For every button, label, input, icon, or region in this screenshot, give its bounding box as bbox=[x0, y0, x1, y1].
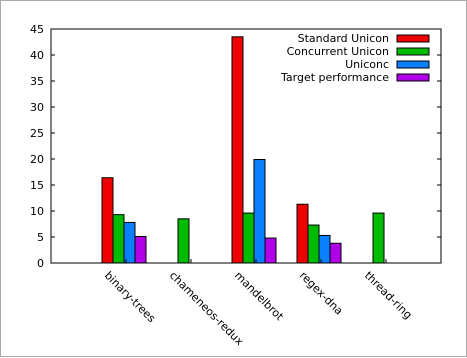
bar-target-performance-regex-dna bbox=[329, 242, 342, 264]
legend-swatch bbox=[396, 34, 430, 43]
bar-target-performance-mandelbrot bbox=[264, 237, 277, 264]
x-category-label: thread-ring bbox=[362, 269, 415, 322]
bars bbox=[101, 36, 385, 264]
legend-label: Concurrent Unicon bbox=[287, 45, 389, 58]
bar-concurrent-unicon-thread-ring bbox=[372, 212, 385, 264]
legend-label: Standard Unicon bbox=[298, 32, 389, 45]
y-tick-label: 25 bbox=[30, 127, 44, 140]
bar-standard-unicon-binary-trees bbox=[101, 177, 114, 264]
bar-concurrent-unicon-mandelbrot bbox=[242, 212, 255, 264]
legend-swatch bbox=[396, 47, 430, 56]
bar-uniconc-mandelbrot bbox=[253, 159, 266, 264]
bar-target-performance-binary-trees bbox=[134, 235, 147, 264]
bar-uniconc-binary-trees bbox=[123, 221, 136, 264]
x-category-label: binary-trees bbox=[102, 269, 158, 325]
legend-swatch bbox=[396, 60, 430, 69]
x-category-label: regex-dna bbox=[297, 269, 346, 318]
y-tick-label: 35 bbox=[30, 75, 44, 88]
bar-concurrent-unicon-binary-trees bbox=[112, 214, 125, 264]
legend-swatch bbox=[396, 73, 430, 82]
y-tick-label: 40 bbox=[30, 49, 44, 62]
bar-standard-unicon-regex-dna bbox=[296, 203, 309, 264]
y-ticks: 0 5 10 15 20 25 30 35 40 45 bbox=[30, 23, 441, 270]
x-category-label: mandelbrot bbox=[232, 269, 287, 324]
bar-standard-unicon-mandelbrot bbox=[231, 36, 244, 264]
y-tick-label: 10 bbox=[30, 205, 44, 218]
x-category-label: chameneos-redux bbox=[167, 269, 246, 348]
legend-label: Target performance bbox=[280, 71, 389, 84]
y-tick-label: 45 bbox=[30, 23, 44, 36]
y-tick-label: 0 bbox=[37, 257, 44, 270]
bar-uniconc-regex-dna bbox=[318, 234, 331, 264]
y-tick-label: 15 bbox=[30, 179, 44, 192]
bar-concurrent-unicon-regex-dna bbox=[307, 224, 320, 264]
y-tick-label: 20 bbox=[30, 153, 44, 166]
bar-concurrent-unicon-chameneos-redux bbox=[177, 218, 190, 264]
y-tick-label: 30 bbox=[30, 101, 44, 114]
y-tick-label: 5 bbox=[37, 231, 44, 244]
legend-label: Uniconc bbox=[345, 58, 389, 71]
